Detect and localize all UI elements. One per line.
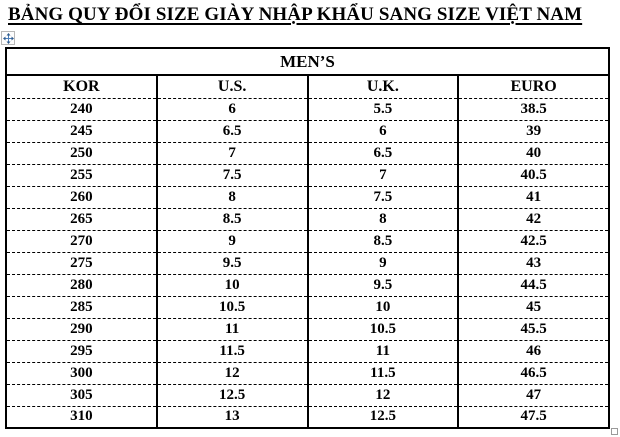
cell-uk: 9.5: [306, 274, 459, 297]
cell-euro: 42: [457, 208, 609, 231]
cell-euro: 39: [457, 120, 609, 143]
column-header-euro: EURO: [457, 75, 609, 99]
cell-kor: 270: [6, 230, 157, 253]
page-title: BẢNG QUY ĐỔI SIZE GIÀY NHẬP KHẨU SANG SI…: [8, 4, 583, 25]
cell-euro: 38.5: [457, 98, 609, 121]
cell-us: 12: [155, 362, 308, 385]
table-row: 295 11.5 11 46: [6, 340, 609, 363]
column-header-row: KOR U.S. U.K. EURO: [6, 75, 609, 99]
cell-us: 9: [155, 230, 308, 253]
table-row: 305 12.5 12 47: [6, 384, 609, 407]
cell-us: 9.5: [155, 252, 308, 275]
cell-uk: 8: [306, 208, 459, 231]
group-header-row: MEN’S: [6, 48, 609, 76]
cell-us: 11: [155, 318, 308, 341]
column-header-us: U.S.: [155, 75, 308, 99]
table-row: 245 6.5 6 39: [6, 120, 609, 143]
cell-kor: 240: [6, 98, 157, 121]
cell-euro: 45: [457, 296, 609, 319]
cell-uk: 5.5: [306, 98, 459, 121]
cell-uk: 10.5: [306, 318, 459, 341]
cell-kor: 310: [70, 408, 93, 425]
table-row: 255 7.5 7 40.5: [6, 164, 609, 187]
column-header-uk: U.K.: [306, 75, 459, 99]
cell-kor: 300: [6, 362, 157, 385]
table-row: 300 12 11.5 46.5: [6, 362, 609, 385]
cell-euro: 42.5: [457, 230, 609, 253]
cell-kor: 245: [6, 120, 157, 143]
cell-us: 10: [155, 274, 308, 297]
cell-kor: 260: [6, 186, 157, 209]
table-row: 260 8 7.5 41: [6, 186, 609, 209]
column-header-kor: KOR: [6, 75, 157, 99]
four-way-arrow-icon: [2, 32, 14, 44]
table-row: 250 7 6.5 40: [6, 142, 609, 165]
table-row: 240 6 5.5 38.5: [6, 98, 609, 121]
cell-euro: 40.5: [457, 164, 609, 187]
cell-kor: 295: [6, 340, 157, 363]
cell-euro: 44.5: [457, 274, 609, 297]
cell-euro: 43: [457, 252, 609, 275]
table-row: 290 11 10.5 45.5: [6, 318, 609, 341]
cell-euro: 40: [457, 142, 609, 165]
cell-uk: 12.5: [306, 406, 459, 428]
cell-kor: 250: [6, 142, 157, 165]
table-row: 310 13 12.5 47.5: [6, 406, 609, 428]
table-row: 275 9.5 9 43: [6, 252, 609, 275]
cell-euro: 46: [457, 340, 609, 363]
cell-kor: 255: [6, 164, 157, 187]
cell-euro: 47: [457, 384, 609, 407]
cell-us: 6.5: [155, 120, 308, 143]
size-conversion-table: MEN’S KOR U.S. U.K. EURO 240 6 5.5 38.5 245 6…: [5, 47, 610, 429]
group-header-mens: MEN’S: [6, 48, 609, 76]
cell-uk: 7: [306, 164, 459, 187]
cell-uk: 10: [306, 296, 459, 319]
cell-us: 11.5: [155, 340, 308, 363]
cell-kor: 305: [6, 384, 157, 407]
cell-uk: 9: [306, 252, 459, 275]
cell-kor: 285: [6, 296, 157, 319]
cell-us: 6: [155, 98, 308, 121]
table-row: 270 9 8.5 42.5: [6, 230, 609, 253]
cell-uk: 11: [306, 340, 459, 363]
cell-euro: 45.5: [457, 318, 609, 341]
cell-kor: 265: [6, 208, 157, 231]
cell-us: 7: [155, 142, 308, 165]
cell-uk: 6: [306, 120, 459, 143]
cell-kor: 280: [6, 274, 157, 297]
cell-uk: 11.5: [306, 362, 459, 385]
table-resize-handle[interactable]: [611, 428, 618, 435]
cell-kor: 275: [6, 252, 157, 275]
cell-kor: 290: [6, 318, 157, 341]
cell-uk: 12: [306, 384, 459, 407]
table-row: 285 10.5 10 45: [6, 296, 609, 319]
cell-us: 8: [155, 186, 308, 209]
cell-uk: 6.5: [306, 142, 459, 165]
table-row: 280 10 9.5 44.5: [6, 274, 609, 297]
cell-us: 10.5: [155, 296, 308, 319]
cell-us: 7.5: [155, 164, 308, 187]
cell-uk: 8.5: [306, 230, 459, 253]
table-row: 265 8.5 8 42: [6, 208, 609, 231]
cell-us: 12.5: [155, 384, 308, 407]
cell-us: 8.5: [155, 208, 308, 231]
cell-euro: 47.5: [457, 406, 609, 428]
table-move-handle-icon[interactable]: [1, 31, 15, 45]
cell-euro: 41: [457, 186, 609, 209]
cell-us: 13: [155, 406, 308, 428]
cell-euro: 46.5: [457, 362, 609, 385]
cell-uk: 7.5: [306, 186, 459, 209]
